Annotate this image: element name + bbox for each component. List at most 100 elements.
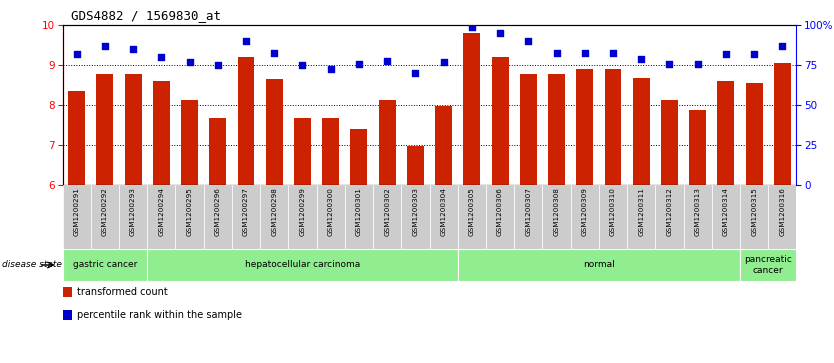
Text: GSM1200301: GSM1200301 <box>356 187 362 236</box>
Text: GSM1200302: GSM1200302 <box>384 187 390 236</box>
Text: GSM1200307: GSM1200307 <box>525 187 531 236</box>
Bar <box>542 185 570 249</box>
Point <box>494 30 507 36</box>
Bar <box>124 74 142 185</box>
Point <box>465 24 479 30</box>
Bar <box>63 185 91 249</box>
Bar <box>740 185 768 249</box>
Text: gastric cancer: gastric cancer <box>73 261 137 269</box>
Bar <box>379 101 395 185</box>
Bar <box>633 78 650 185</box>
Bar <box>570 185 599 249</box>
Point <box>211 62 224 68</box>
Bar <box>317 185 344 249</box>
Bar <box>322 118 339 185</box>
Bar <box>266 79 283 185</box>
Text: GSM1200309: GSM1200309 <box>582 187 588 236</box>
Text: hepatocellular carcinoma: hepatocellular carcinoma <box>245 261 360 269</box>
Bar <box>148 185 175 249</box>
Bar <box>91 185 119 249</box>
Bar <box>548 74 565 185</box>
Bar <box>97 74 113 185</box>
Point <box>719 51 732 57</box>
Bar <box>119 185 148 249</box>
Point <box>747 51 761 57</box>
Bar <box>209 118 226 185</box>
Text: disease state: disease state <box>2 261 62 269</box>
Bar <box>63 310 72 321</box>
Text: GSM1200296: GSM1200296 <box>215 187 221 236</box>
Point <box>606 50 620 56</box>
Point <box>776 43 789 49</box>
Bar <box>63 286 72 297</box>
Bar <box>599 185 627 249</box>
Text: GSM1200305: GSM1200305 <box>469 187 475 236</box>
Bar <box>774 63 791 185</box>
Bar <box>464 33 480 185</box>
Point <box>296 62 309 68</box>
Bar <box>289 185 317 249</box>
Bar <box>401 185 430 249</box>
Bar <box>238 57 254 185</box>
Text: GSM1200311: GSM1200311 <box>638 187 644 236</box>
Point <box>239 38 253 44</box>
Bar <box>515 185 542 249</box>
Text: GSM1200313: GSM1200313 <box>695 187 701 236</box>
Text: GSM1200294: GSM1200294 <box>158 187 164 236</box>
Text: GSM1200291: GSM1200291 <box>73 187 80 236</box>
Bar <box>576 69 593 185</box>
Point <box>380 58 394 64</box>
Bar <box>689 110 706 185</box>
Point <box>521 38 535 44</box>
Bar <box>717 81 735 185</box>
Bar <box>63 249 148 281</box>
Bar <box>350 129 368 185</box>
Text: GSM1200314: GSM1200314 <box>723 187 729 236</box>
Text: GSM1200299: GSM1200299 <box>299 187 305 236</box>
Text: GSM1200295: GSM1200295 <box>187 187 193 236</box>
Bar <box>373 185 401 249</box>
Bar <box>68 91 85 185</box>
Text: GSM1200303: GSM1200303 <box>412 187 419 236</box>
Text: GSM1200310: GSM1200310 <box>610 187 616 236</box>
Bar <box>203 185 232 249</box>
Text: GSM1200315: GSM1200315 <box>751 187 757 236</box>
Bar <box>407 146 424 185</box>
Bar <box>661 101 678 185</box>
Point <box>437 59 450 65</box>
Bar <box>486 185 515 249</box>
Bar <box>435 106 452 185</box>
Text: pancreatic
cancer: pancreatic cancer <box>744 255 792 275</box>
Bar <box>148 249 458 281</box>
Point <box>98 43 112 49</box>
Point <box>324 66 338 72</box>
Text: GSM1200300: GSM1200300 <box>328 187 334 236</box>
Text: GSM1200316: GSM1200316 <box>779 187 786 236</box>
Text: GSM1200304: GSM1200304 <box>440 187 447 236</box>
Bar <box>175 185 203 249</box>
Text: GSM1200292: GSM1200292 <box>102 187 108 236</box>
Point <box>183 59 196 65</box>
Bar <box>711 185 740 249</box>
Point <box>352 61 365 67</box>
Point <box>578 50 591 56</box>
Bar <box>430 185 458 249</box>
Text: GSM1200297: GSM1200297 <box>243 187 249 236</box>
Bar <box>740 249 796 281</box>
Text: GDS4882 / 1569830_at: GDS4882 / 1569830_at <box>71 9 221 22</box>
Bar <box>153 81 170 185</box>
Text: percentile rank within the sample: percentile rank within the sample <box>78 310 242 320</box>
Point <box>70 51 83 57</box>
Bar <box>605 69 621 185</box>
Point <box>409 70 422 76</box>
Text: GSM1200308: GSM1200308 <box>554 187 560 236</box>
Bar <box>520 74 537 185</box>
Point <box>550 50 563 56</box>
Text: normal: normal <box>583 261 615 269</box>
Text: GSM1200293: GSM1200293 <box>130 187 136 236</box>
Bar <box>684 185 711 249</box>
Bar <box>294 118 311 185</box>
Point <box>154 54 168 60</box>
Bar <box>768 185 796 249</box>
Text: GSM1200312: GSM1200312 <box>666 187 672 236</box>
